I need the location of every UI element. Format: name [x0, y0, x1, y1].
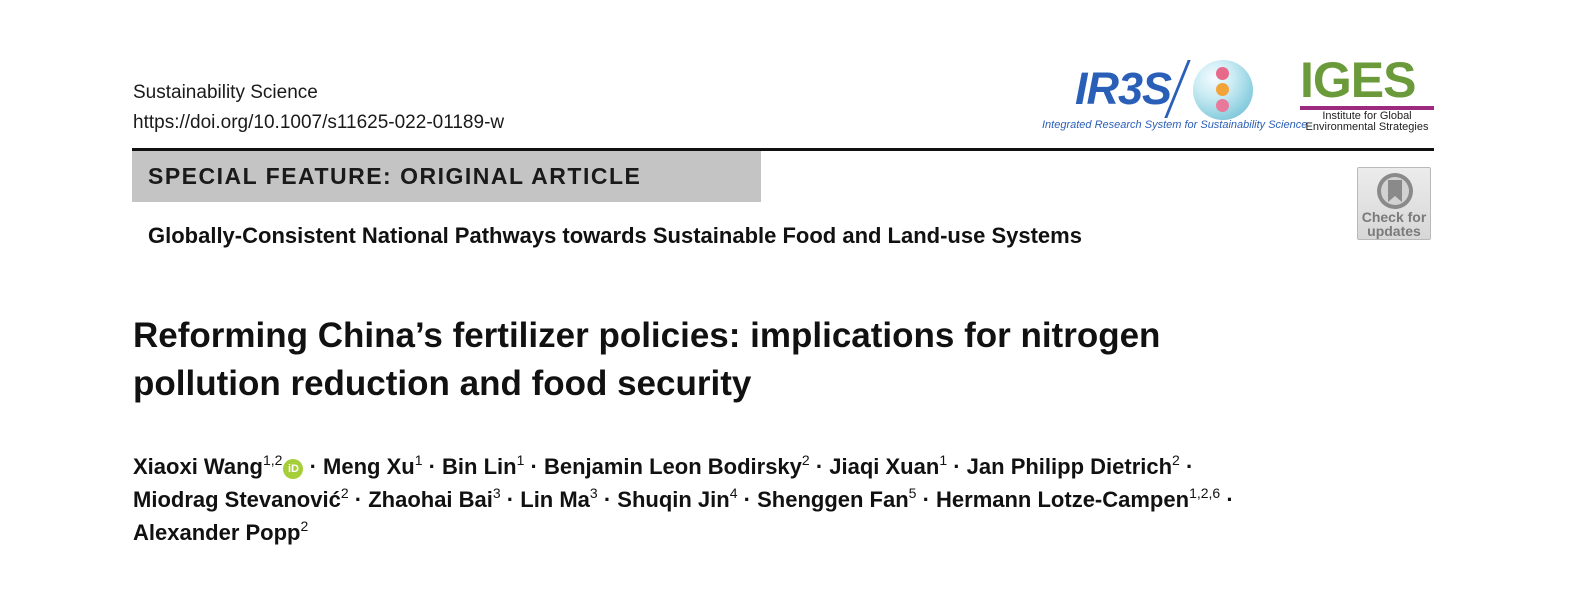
author-separator: ·	[422, 454, 443, 479]
orcid-icon[interactable]: iD	[283, 459, 304, 479]
collection-title[interactable]: Globally-Consistent National Pathways to…	[148, 223, 1082, 248]
journal-name: Sustainability Science	[133, 82, 318, 103]
feature-label: SPECIAL FEATURE: ORIGINAL ARTICLE	[148, 163, 642, 189]
article-title-line2: pollution reduction and food security	[133, 364, 752, 403]
ir3s-dot-pink	[1216, 67, 1229, 80]
ir3s-dot-orange	[1216, 83, 1229, 96]
author-affiliation: 1	[939, 452, 948, 468]
feature-banner: SPECIAL FEATURE: ORIGINAL ARTICLE	[132, 151, 761, 202]
article-title-line1: Reforming China’s fertilizer policies: i…	[133, 316, 1161, 355]
journal-meta: Sustainability Science https://doi.org/1…	[133, 78, 504, 138]
author-affiliation: 1,2	[262, 452, 283, 468]
author-name[interactable]: Lin Ma	[520, 487, 590, 512]
iges-caption-line1: Institute for Global	[1322, 110, 1412, 122]
ir3s-dot-pink-lower	[1216, 99, 1229, 112]
ir3s-logo: IR3S Integrated Research System for Sust…	[1042, 58, 1307, 136]
author-affiliation: 2	[1172, 452, 1180, 468]
author-name[interactable]: Miodrag Stevanović	[133, 487, 341, 512]
header-rule	[132, 148, 1434, 151]
author-separator: ·	[737, 487, 758, 512]
author-name[interactable]: Jan Philipp Dietrich	[966, 454, 1173, 479]
author-name[interactable]: Hermann Lotze-Campen	[936, 487, 1190, 512]
author-affiliation: 5	[908, 485, 917, 501]
author-affiliation: 3	[492, 485, 501, 501]
article-title: Reforming China’s fertilizer policies: i…	[133, 312, 1333, 408]
iges-caption-line2: Environmental Strategies	[1305, 121, 1429, 133]
author-affiliation: 1,2,6	[1189, 485, 1221, 501]
author-separator: ·	[947, 454, 967, 479]
author-separator: ·	[1220, 487, 1234, 512]
author-affiliation: 2	[801, 452, 810, 468]
author-affiliation: 1	[516, 452, 525, 468]
author-affiliation: 2	[340, 485, 349, 501]
author-name[interactable]: Alexander Popp	[133, 520, 301, 545]
iges-logo-caption: Institute for Global Environmental Strat…	[1300, 111, 1434, 133]
author-name[interactable]: Jiaqi Xuan	[829, 454, 940, 479]
author-separator: ·	[597, 487, 618, 512]
ir3s-logo-caption: Integrated Research System for Sustainab…	[1042, 119, 1308, 131]
author-separator: ·	[809, 454, 830, 479]
author-name[interactable]: Bin Lin	[442, 454, 517, 479]
iges-logo-bar	[1300, 106, 1434, 110]
ir3s-logo-text: IR3S	[1075, 63, 1172, 114]
iges-logo: IGES Institute for Global Environmental …	[1300, 54, 1435, 136]
iges-logo-text: IGES	[1300, 52, 1416, 108]
author-separator: ·	[303, 454, 324, 479]
author-name[interactable]: Meng Xu	[323, 454, 415, 479]
check-for-updates-button[interactable]: Check for updates	[1357, 167, 1431, 240]
check-label-line2: updates	[1367, 223, 1421, 239]
author-affiliation: 4	[729, 485, 738, 501]
author-separator: ·	[348, 487, 369, 512]
bookmark-icon	[1377, 173, 1413, 209]
doi-link[interactable]: https://doi.org/10.1007/s11625-022-01189…	[133, 112, 505, 133]
author-separator: ·	[524, 454, 544, 479]
author-name[interactable]: Shenggen Fan	[757, 487, 909, 512]
author-name[interactable]: Shuqin Jin	[617, 487, 730, 512]
author-name[interactable]: Benjamin Leon Bodirsky	[543, 454, 802, 479]
author-separator: ·	[1179, 454, 1194, 479]
author-affiliation: 2	[300, 518, 309, 534]
author-affiliation: 3	[589, 485, 598, 501]
author-separator: ·	[500, 487, 521, 512]
author-name[interactable]: Xiaoxi Wang	[133, 454, 263, 479]
author-affiliation: 1	[414, 452, 423, 468]
check-label-line1: Check for	[1361, 209, 1427, 225]
author-separator: ·	[916, 487, 937, 512]
author-list: Xiaoxi Wang1,2iD · Meng Xu1 · Bin Lin1 ·…	[133, 450, 1363, 549]
check-for-updates-label: Check for updates	[1358, 210, 1430, 238]
author-name[interactable]: Zhaohai Bai	[368, 487, 493, 512]
